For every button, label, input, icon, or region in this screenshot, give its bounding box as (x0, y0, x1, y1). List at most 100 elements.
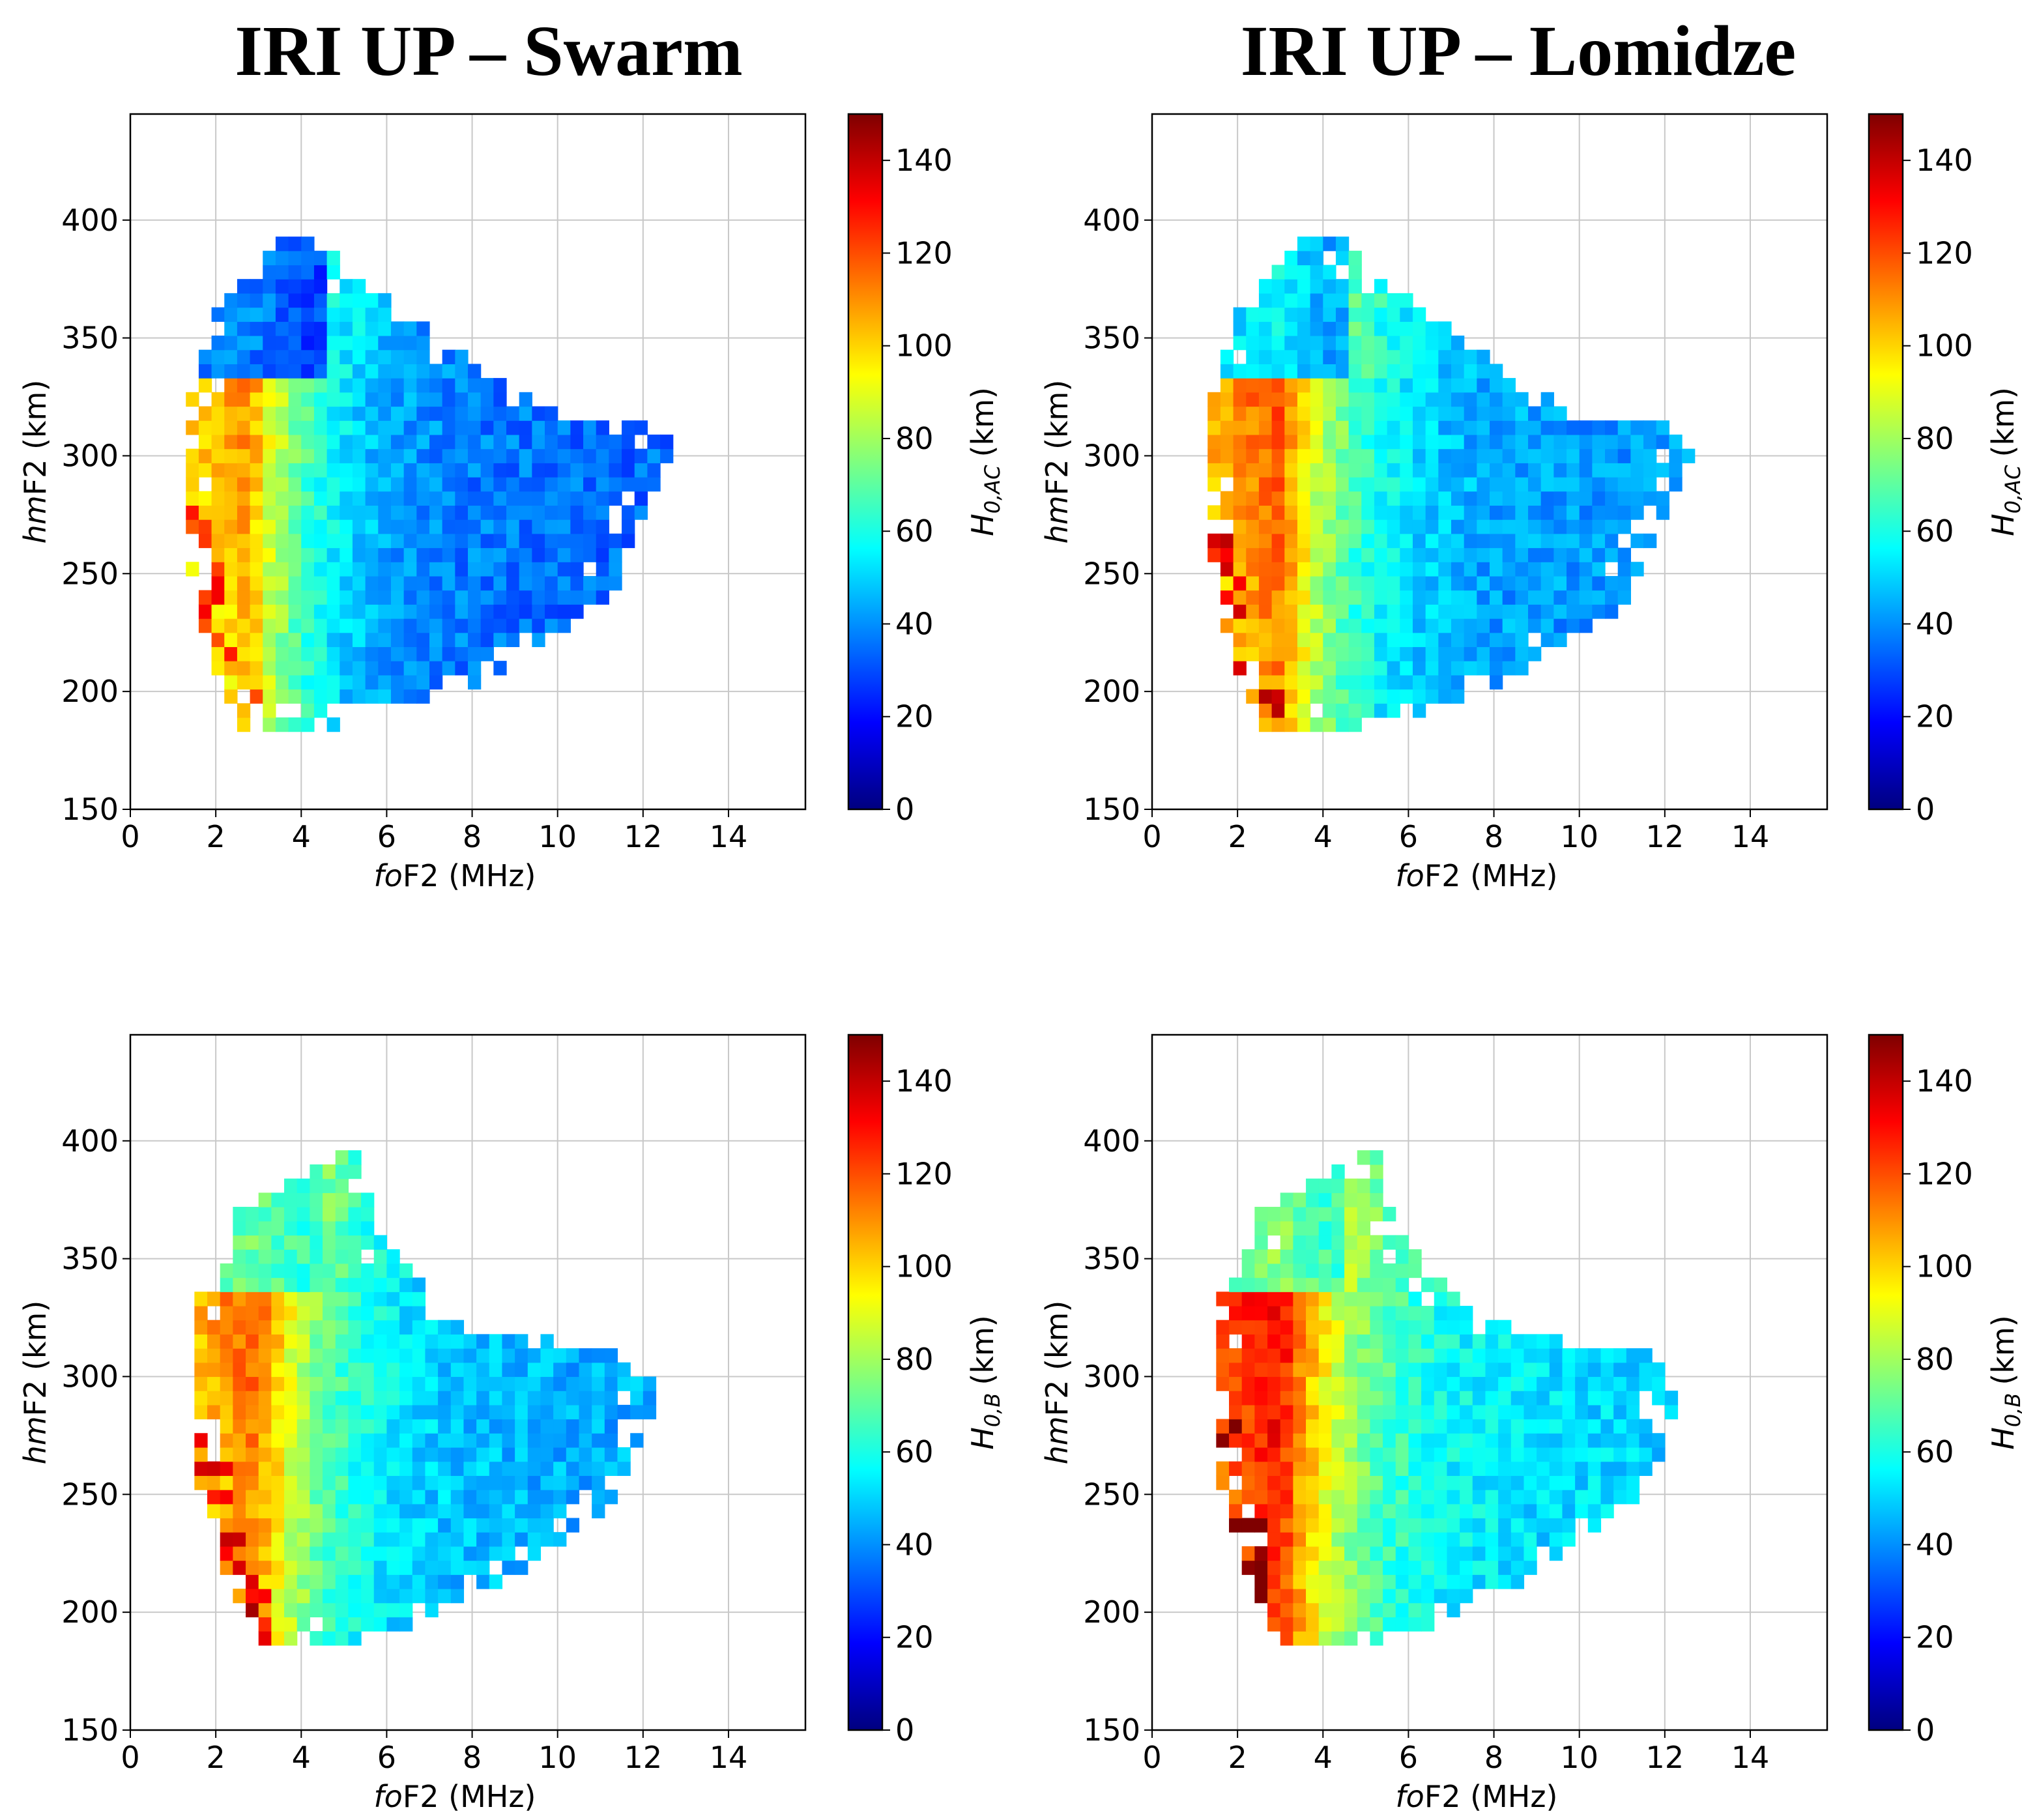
heatmap-cell (1293, 1574, 1307, 1589)
heatmap-cell (1310, 279, 1323, 294)
heatmap-cell (570, 420, 584, 435)
heatmap-cell (1233, 661, 1247, 676)
heatmap-cell (604, 1348, 618, 1363)
heatmap-cell (480, 547, 494, 562)
heatmap-cell (570, 448, 584, 463)
heatmap-cell (1502, 477, 1516, 492)
heatmap-cell (1617, 505, 1631, 520)
heatmap-cell (1438, 575, 1452, 591)
heatmap-cell (1306, 1376, 1320, 1391)
heatmap-cell (1490, 533, 1503, 549)
heatmap-cell (1246, 547, 1260, 562)
heatmap-cell (284, 1617, 298, 1632)
heatmap-cell (1310, 562, 1323, 577)
heatmap-cell (326, 364, 340, 379)
heatmap-cell (373, 1376, 388, 1391)
heatmap-cell (1258, 392, 1273, 407)
heatmap-cell (1540, 505, 1554, 520)
heatmap-cell (442, 632, 455, 648)
heatmap-cell (373, 1503, 388, 1519)
heatmap-cell (1348, 250, 1362, 266)
heatmap-cell (438, 1574, 452, 1589)
x-axis-label-italic: fo (1395, 858, 1424, 893)
heatmap-cell (1537, 1433, 1550, 1448)
heatmap-cell (1293, 1221, 1307, 1236)
heatmap-cell (493, 632, 507, 648)
heatmap-cell (1344, 1263, 1358, 1278)
heatmap-cell (1502, 562, 1516, 577)
heatmap-cell (557, 463, 571, 478)
heatmap-cell (1553, 434, 1567, 450)
heatmap-cell (211, 448, 225, 463)
colorbar-tick-label: 100 (895, 328, 953, 364)
heatmap-cell (1540, 406, 1554, 421)
heatmap-cell (1502, 392, 1516, 407)
heatmap-cell (1425, 349, 1439, 364)
heatmap-cell (1207, 420, 1221, 435)
heatmap-cell (1502, 618, 1516, 633)
heatmap-cell (198, 364, 212, 379)
heatmap-cell (246, 1447, 259, 1462)
heatmap-cell (271, 1447, 285, 1462)
heatmap-cell (463, 1461, 477, 1476)
heatmap-cell (1310, 646, 1323, 661)
heatmap-cell (1451, 420, 1465, 435)
heatmap-cell (1553, 590, 1567, 605)
heatmap-cell (339, 547, 353, 562)
heatmap-cell (1374, 307, 1388, 322)
heatmap-cell (429, 491, 443, 506)
heatmap-cell (1464, 491, 1477, 506)
heatmap-cell (1412, 477, 1426, 492)
heatmap-cell (1669, 477, 1683, 492)
heatmap-cell (1357, 1602, 1371, 1617)
heatmap-cell (1271, 477, 1285, 492)
heatmap-cell (442, 448, 455, 463)
x-tick-label: 12 (624, 819, 663, 854)
heatmap-cell (468, 392, 482, 407)
heatmap-cell (489, 1362, 503, 1378)
heatmap-cell (1451, 547, 1465, 562)
heatmap-cell (1412, 646, 1426, 661)
heatmap-cell (198, 618, 212, 633)
heatmap-cell (288, 575, 302, 591)
heatmap-cell (1348, 265, 1362, 280)
heatmap-cell (506, 448, 520, 463)
heatmap-cell (1400, 646, 1413, 661)
heatmap-cell (425, 1447, 439, 1462)
heatmap-cell (386, 1433, 400, 1448)
heatmap-cell (335, 1433, 349, 1448)
heatmap-cell (275, 533, 289, 549)
heatmap-cell (288, 547, 302, 562)
heatmap-cell (1374, 604, 1388, 619)
heatmap-cell (352, 618, 366, 633)
heatmap-cell (1528, 646, 1542, 661)
heatmap-cell (1490, 477, 1503, 492)
heatmap-cell (1528, 491, 1542, 506)
heatmap-cell (386, 1305, 400, 1321)
heatmap-cell (275, 519, 289, 534)
heatmap-cell (1348, 646, 1362, 661)
heatmap-cell (1510, 1475, 1525, 1490)
heatmap-cell (339, 533, 353, 549)
heatmap-cell (545, 434, 558, 450)
heatmap-cell (1306, 1518, 1320, 1533)
heatmap-cell (450, 1376, 465, 1391)
heatmap-cell (502, 1532, 515, 1547)
heatmap-cell (1438, 533, 1452, 549)
heatmap-cell (493, 463, 507, 478)
heatmap-cell (352, 279, 366, 294)
heatmap-cell (250, 632, 263, 648)
heatmap-cell (284, 1376, 298, 1391)
heatmap-cell (365, 562, 379, 577)
heatmap-cell (301, 703, 315, 718)
x-tick-label: 12 (624, 1740, 663, 1775)
heatmap-cell (1335, 448, 1350, 463)
heatmap-cell (1605, 519, 1619, 534)
heatmap-cell (1331, 1419, 1345, 1434)
heatmap-cell (1306, 1277, 1320, 1292)
heatmap-cell (1579, 533, 1593, 549)
heatmap-cell (335, 1404, 349, 1420)
heatmap-cell (1293, 1362, 1307, 1378)
heatmap-cell (1553, 519, 1567, 534)
heatmap-cell (1451, 590, 1465, 605)
